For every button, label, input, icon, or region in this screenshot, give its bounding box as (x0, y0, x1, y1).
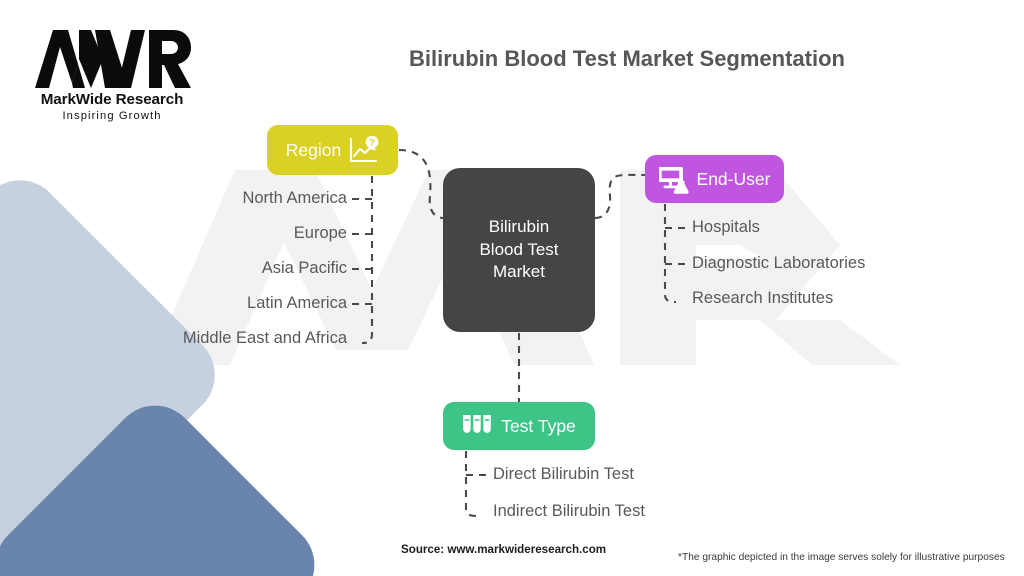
branch-label-end-user: End-User (696, 168, 771, 189)
leaf-testtype-indirect-bilirubin-test: Indirect Bilirubin Test (493, 502, 645, 521)
leaf-label: North America (242, 189, 347, 207)
connector-enduser-spine (663, 204, 677, 304)
leaf-region-asia-pacific: Asia Pacific (262, 259, 347, 278)
leaf-label: Direct Bilirubin Test (493, 465, 634, 483)
brand-name: MarkWide Research (40, 91, 184, 108)
branch-node-region[interactable]: Region ? (267, 125, 398, 175)
leaf-label: Europe (293, 224, 347, 242)
center-node-line-1: Bilirubin (488, 216, 550, 236)
center-node-line-3: Market (493, 262, 545, 282)
leaf-label: Research Institutes (692, 289, 834, 307)
branch-label-test-type: Test Type (501, 415, 576, 436)
svg-text:?: ? (369, 136, 375, 147)
mwr-monogram-icon (35, 30, 191, 88)
leaf-region-north-america: North America (242, 189, 347, 208)
leaf-label: Diagnostic Laboratories (692, 254, 866, 272)
leaf-testtype-direct-bilirubin-test: Direct Bilirubin Test (493, 465, 634, 484)
leaf-region-latin-america: Latin America (247, 294, 347, 313)
test-tubes-icon (462, 414, 492, 438)
page-title: Bilirubin Blood Test Market Segmentation (409, 46, 845, 71)
leaf-enduser-research-institutes: Research Institutes (692, 289, 833, 308)
source-note: Source: www.markwideresearch.com (401, 543, 607, 556)
leaf-label: Asia Pacific (261, 259, 347, 277)
leaf-region-middle-east-and-africa: Middle East and Africa (183, 329, 347, 348)
connector-testtype-spine (464, 451, 478, 518)
connector-region-spine (361, 176, 374, 345)
leaf-label: Hospitals (692, 218, 760, 236)
leaf-label: Middle East and Africa (182, 329, 347, 347)
branch-node-test-type[interactable]: Test Type (443, 402, 595, 450)
monitor-flask-icon (658, 165, 689, 194)
chart-question-icon: ? (348, 135, 379, 165)
branch-node-end-user[interactable]: End-User (645, 155, 784, 203)
leaf-enduser-diagnostic-laboratories: Diagnostic Laboratories (692, 254, 865, 273)
leaf-label: Latin America (247, 294, 347, 312)
connector-center-to-enduser (594, 173, 646, 220)
center-node-bilirubin-blood-test-market[interactable]: Bilirubin Blood Test Market (443, 168, 595, 332)
disclaimer-note: *The graphic depicted in the image serve… (678, 552, 1005, 563)
brand-tagline: Inspiring Growth (62, 110, 162, 122)
leaf-label: Indirect Bilirubin Test (493, 502, 645, 520)
brand-logo: MarkWide Research Inspiring Growth (22, 28, 202, 122)
center-node-line-2: Blood Test (479, 239, 559, 259)
branch-label-region: Region (285, 139, 342, 160)
leaf-region-europe: Europe (294, 224, 347, 243)
leaf-enduser-hospitals: Hospitals (692, 218, 760, 237)
connector-region-to-center (398, 148, 444, 220)
